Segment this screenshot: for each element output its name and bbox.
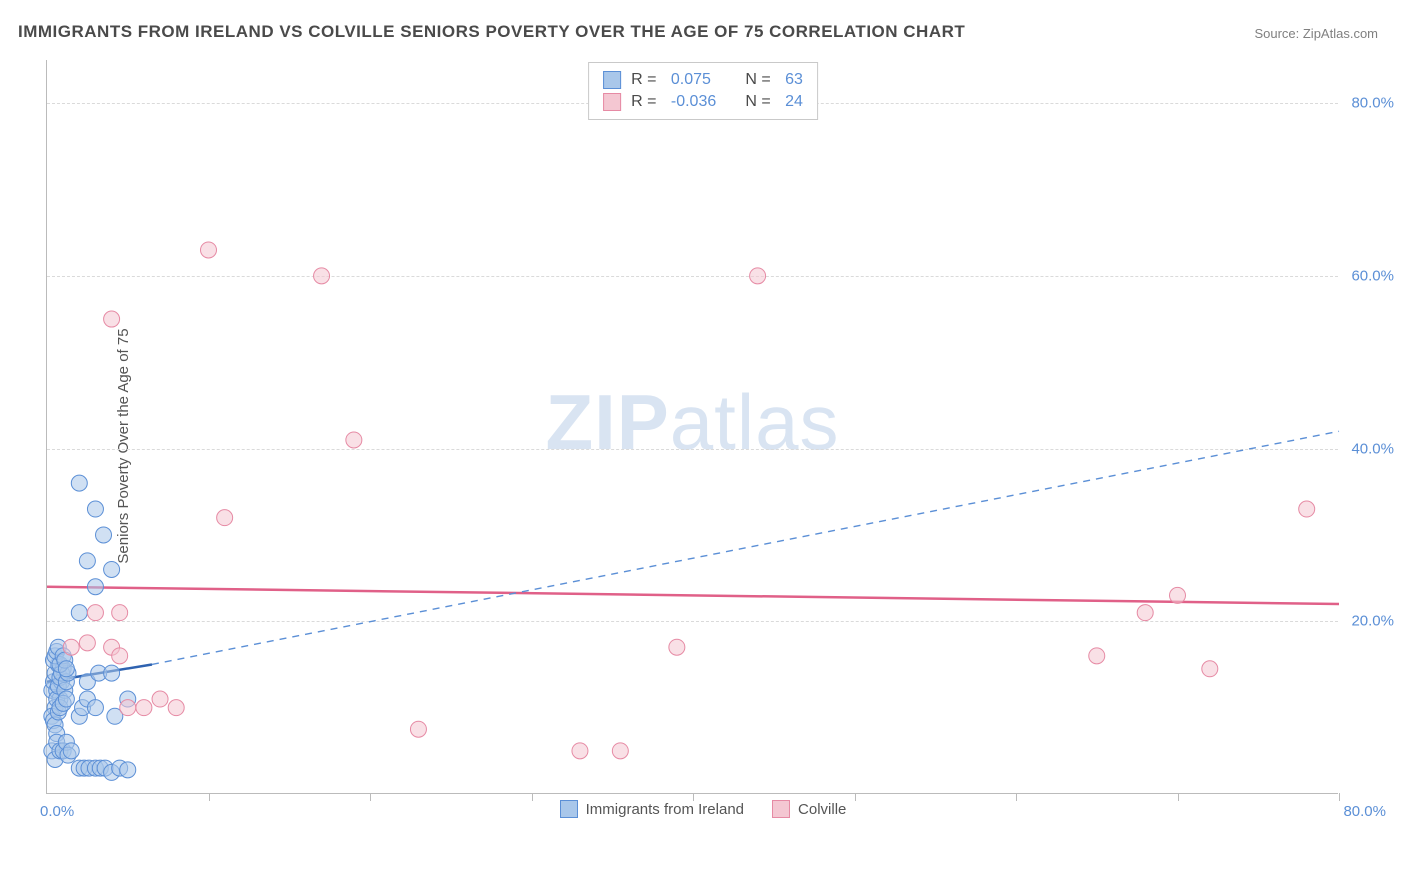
legend-swatch <box>603 93 621 111</box>
scatter-point <box>1299 501 1315 517</box>
scatter-point <box>104 665 120 681</box>
scatter-point <box>63 639 79 655</box>
scatter-point <box>104 311 120 327</box>
r-value: 0.075 <box>666 71 726 89</box>
scatter-point <box>87 605 103 621</box>
r-label: R = <box>631 93 656 111</box>
scatter-point <box>136 700 152 716</box>
scatter-point <box>669 639 685 655</box>
scatter-point <box>1089 648 1105 664</box>
scatter-point <box>572 743 588 759</box>
n-value: 63 <box>781 71 803 89</box>
scatter-point <box>346 432 362 448</box>
scatter-point <box>79 635 95 651</box>
scatter-point <box>217 510 233 526</box>
chart-container: IMMIGRANTS FROM IRELAND VS COLVILLE SENI… <box>0 0 1406 892</box>
scatter-point <box>120 700 136 716</box>
n-label: N = <box>736 93 770 111</box>
plot-area: ZIPatlas 20.0%40.0%60.0%80.0% <box>46 60 1338 794</box>
scatter-point <box>201 242 217 258</box>
trend-line <box>152 431 1339 664</box>
scatter-point <box>120 762 136 778</box>
n-label: N = <box>736 71 770 89</box>
r-label: R = <box>631 71 656 89</box>
scatter-point <box>71 605 87 621</box>
trend-line <box>47 587 1339 604</box>
legend-label: Colville <box>798 801 846 818</box>
scatter-point <box>1202 661 1218 677</box>
bottom-legend-item: Immigrants from Ireland <box>560 800 744 818</box>
scatter-point <box>87 579 103 595</box>
stats-legend-row: R = -0.036 N = 24 <box>603 91 803 113</box>
source-label: Source: ZipAtlas.com <box>1254 26 1378 41</box>
scatter-point <box>112 605 128 621</box>
scatter-point <box>410 721 426 737</box>
stats-legend-row: R = 0.075 N = 63 <box>603 69 803 91</box>
bottom-legend: Immigrants from Ireland Colville <box>0 800 1406 822</box>
legend-swatch <box>603 71 621 89</box>
scatter-point <box>168 700 184 716</box>
y-tick-label: 80.0% <box>1351 95 1394 112</box>
scatter-point <box>63 743 79 759</box>
scatter-point <box>1170 587 1186 603</box>
scatter-point <box>152 691 168 707</box>
scatter-point <box>314 268 330 284</box>
chart-title: IMMIGRANTS FROM IRELAND VS COLVILLE SENI… <box>18 22 965 42</box>
scatter-point <box>87 501 103 517</box>
y-tick-label: 60.0% <box>1351 267 1394 284</box>
y-tick-label: 40.0% <box>1351 440 1394 457</box>
scatter-point <box>96 527 112 543</box>
scatter-point <box>87 700 103 716</box>
scatter-point <box>58 691 74 707</box>
bottom-legend-item: Colville <box>772 800 846 818</box>
scatter-point <box>79 553 95 569</box>
scatter-point <box>104 561 120 577</box>
scatter-point <box>1137 605 1153 621</box>
legend-swatch <box>772 800 790 818</box>
legend-label: Immigrants from Ireland <box>586 801 744 818</box>
r-value: -0.036 <box>666 93 726 111</box>
chart-svg <box>47 60 1338 793</box>
scatter-point <box>750 268 766 284</box>
n-value: 24 <box>781 93 803 111</box>
y-tick-label: 20.0% <box>1351 613 1394 630</box>
scatter-point <box>112 648 128 664</box>
scatter-point <box>612 743 628 759</box>
legend-swatch <box>560 800 578 818</box>
scatter-point <box>58 661 74 677</box>
stats-legend: R = 0.075 N = 63R = -0.036 N = 24 <box>588 62 818 120</box>
scatter-point <box>71 475 87 491</box>
